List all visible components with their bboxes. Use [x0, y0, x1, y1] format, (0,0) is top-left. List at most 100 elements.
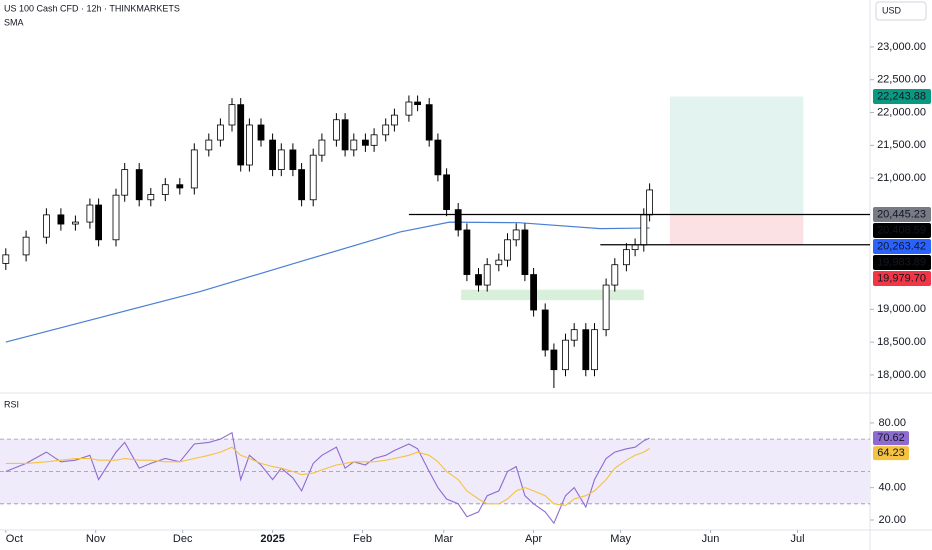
x-tick-label: Nov — [86, 533, 106, 545]
candle-body — [521, 229, 529, 275]
price-label: 19,979.70 — [877, 272, 926, 284]
candle-body — [570, 329, 578, 341]
candle-body — [591, 329, 598, 371]
candle-body — [631, 244, 639, 251]
candle-body — [530, 274, 537, 311]
indicator-name: SMA — [4, 17, 24, 27]
rsi-y-tick-label: 80.00 — [878, 417, 906, 429]
candle-body — [318, 139, 326, 156]
rsi-y-tick-label: 40.00 — [878, 482, 906, 494]
candle-body — [454, 209, 462, 231]
rsi-last-label: 70.62 — [877, 432, 905, 444]
candle-body — [483, 264, 491, 286]
y-tick-label: 23,000.00 — [877, 41, 926, 53]
candle-body — [121, 169, 129, 196]
x-tick-label: Dec — [173, 533, 193, 545]
candle-body — [257, 124, 265, 141]
candle-body — [190, 149, 198, 189]
currency-box[interactable] — [875, 1, 927, 21]
candle-body — [309, 154, 317, 201]
rsi-last-bg — [873, 446, 909, 461]
candle-body — [269, 139, 277, 170]
price-label-bg — [873, 271, 931, 287]
price-label-bg — [873, 223, 931, 239]
candle-body — [390, 114, 398, 126]
candle-body — [135, 169, 143, 201]
candle-body — [161, 184, 169, 195]
candle-body — [205, 139, 213, 151]
candle-body — [562, 339, 569, 371]
candle-body — [646, 189, 653, 216]
candle-body — [504, 239, 511, 261]
candle-body — [72, 221, 79, 225]
candle-body — [370, 134, 378, 146]
candle-body — [443, 174, 451, 211]
candle-body — [350, 139, 358, 151]
price-label: 22,243.88 — [877, 90, 926, 102]
candle-body — [623, 249, 630, 266]
candle-body — [2, 254, 10, 264]
candle-body — [414, 101, 422, 106]
candle-body — [86, 204, 94, 223]
y-tick-label: 21,000.00 — [877, 172, 926, 184]
x-tick-label: 2025 — [260, 533, 284, 545]
x-tick-label: May — [610, 533, 631, 545]
price-label-bg — [873, 239, 931, 255]
rsi-last-bg — [873, 431, 909, 446]
currency[interactable]: USD — [882, 5, 902, 15]
rsi-title: RSI — [4, 399, 19, 409]
price-label: 20,445.23 — [877, 208, 926, 220]
candle-body — [640, 214, 648, 246]
candle-body — [216, 124, 224, 141]
candle-body — [22, 236, 30, 256]
chart-title: US 100 Cash CFD · 12h · THINKMARKETS — [4, 3, 180, 13]
candle-body — [405, 101, 413, 116]
candle-body — [512, 229, 520, 241]
rsi-line — [5, 431, 650, 525]
candle-body — [463, 229, 471, 275]
price-label-bg — [873, 89, 931, 105]
candle-body — [434, 139, 442, 176]
candle-body — [425, 104, 433, 141]
candle-body — [57, 214, 65, 225]
candle-body — [147, 194, 155, 201]
candle-body — [611, 264, 619, 286]
y-tick-label: 22,000.00 — [877, 106, 926, 118]
y-tick-label: 22,500.00 — [877, 74, 926, 86]
candle-body — [95, 204, 102, 241]
candle-body — [361, 139, 369, 146]
candle-body — [602, 284, 610, 331]
candle-body — [332, 119, 340, 141]
price-label: 19,983.89 — [877, 256, 926, 268]
rsi-y-tick-label: 20.00 — [878, 514, 906, 526]
candle-body — [289, 149, 297, 170]
candle-body — [341, 119, 349, 151]
candle-body — [176, 184, 184, 189]
x-tick-label: Jun — [702, 533, 720, 545]
candle-body — [245, 124, 253, 166]
position-loss — [669, 214, 804, 246]
price-label: 20,263.42 — [877, 240, 926, 252]
price-label-bg — [873, 207, 931, 223]
position-profit — [669, 96, 804, 215]
candle-body — [112, 194, 120, 241]
candle-body — [277, 149, 285, 170]
y-tick-label: 21,500.00 — [877, 139, 926, 151]
x-tick-label: Apr — [525, 533, 542, 545]
candle-body — [43, 214, 50, 238]
candle-body — [495, 259, 503, 266]
candle-body — [228, 104, 236, 126]
x-tick-label: Oct — [6, 533, 23, 545]
x-tick-label: Mar — [434, 533, 453, 545]
candle-body — [475, 274, 482, 286]
y-tick-label: 18,500.00 — [877, 336, 926, 348]
rsi-line — [5, 446, 650, 506]
x-tick-label: Feb — [353, 533, 372, 545]
candle-body — [237, 104, 245, 166]
candle-body — [541, 309, 549, 351]
candle-body — [550, 349, 558, 371]
y-tick-label: 19,000.00 — [877, 303, 926, 315]
support-zone — [461, 289, 644, 301]
rsi-last-label: 64.23 — [877, 447, 905, 459]
